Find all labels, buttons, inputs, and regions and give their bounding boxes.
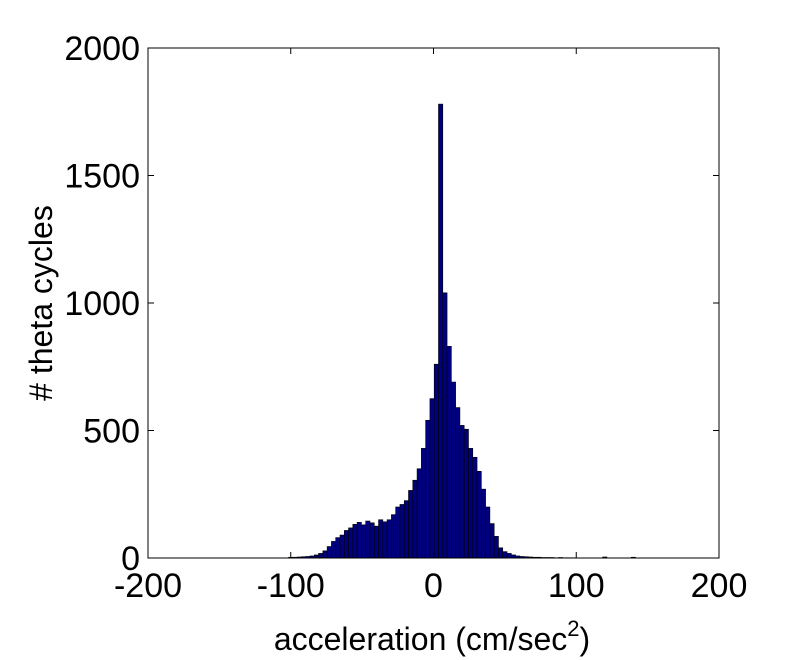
y-tick-label: 1500 <box>64 158 140 196</box>
y-tick-label: 0 <box>121 540 140 578</box>
histogram-bar <box>425 419 431 559</box>
histogram-bar <box>356 521 362 559</box>
x-axis-label-suffix: ) <box>580 621 591 657</box>
histogram-bar <box>408 490 414 559</box>
histogram-bar <box>331 541 337 559</box>
histogram-bar <box>365 520 371 559</box>
y-tick-label: 1000 <box>64 285 140 323</box>
histogram-bar <box>339 534 345 559</box>
histogram-bar <box>391 514 396 559</box>
histogram-bar <box>369 522 375 559</box>
histogram-bar <box>416 468 422 559</box>
histogram-bar <box>476 470 482 559</box>
histogram-bar <box>446 346 452 559</box>
histogram-bar <box>386 519 392 559</box>
histogram-bar <box>373 525 379 559</box>
x-tick-label: 200 <box>691 567 748 605</box>
histogram-bar <box>481 488 486 559</box>
histogram-bar <box>472 456 478 559</box>
x-tick-label: -200 <box>114 567 182 605</box>
histogram-bar <box>361 524 366 559</box>
histogram-bar <box>348 527 354 559</box>
histogram-bar <box>378 519 384 559</box>
histogram-bar <box>395 506 401 559</box>
x-tick-label: 100 <box>548 567 605 605</box>
histogram-bar <box>498 547 504 559</box>
histogram-bar <box>438 103 444 559</box>
x-axis-label: acceleration (cm/sec2) <box>274 616 590 657</box>
bars-layer <box>288 103 636 559</box>
y-tick-label: 500 <box>83 413 140 451</box>
histogram-bar <box>451 381 456 559</box>
histogram-bar <box>433 363 439 559</box>
histogram-bar <box>352 524 358 559</box>
histogram-bar <box>322 550 328 559</box>
histogram-bar <box>326 546 332 559</box>
histogram-bar <box>403 500 409 559</box>
histogram-bar <box>343 530 349 559</box>
x-axis-label-superscript: 2 <box>567 616 579 641</box>
histogram-bar <box>399 504 405 559</box>
y-tick-label: 2000 <box>64 30 140 68</box>
y-axis-label: # theta cycles <box>23 205 59 401</box>
histogram-bar <box>442 292 448 559</box>
x-tick-label: -100 <box>257 567 325 605</box>
histogram-bar <box>455 407 461 559</box>
histogram-bar <box>421 448 426 559</box>
histogram-bar <box>335 537 341 559</box>
histogram-bar <box>493 536 499 559</box>
histogram-bar <box>485 506 491 559</box>
x-tick-label: 0 <box>424 567 443 605</box>
histogram-bar <box>429 398 435 559</box>
histogram-bar <box>502 551 508 559</box>
histogram-bar <box>318 553 324 559</box>
histogram-bar <box>382 521 388 559</box>
histogram-bar <box>459 425 465 559</box>
histogram-bar <box>468 448 474 559</box>
histogram-bar <box>489 523 495 559</box>
histogram-bar <box>506 553 512 559</box>
histogram-bar <box>463 428 469 559</box>
histogram-bar <box>412 479 418 559</box>
